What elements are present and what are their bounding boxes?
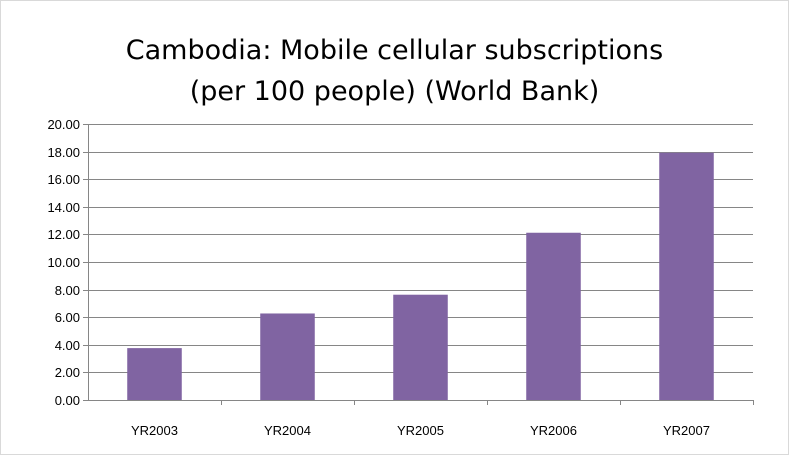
y-tick-label: 0.00 (55, 393, 80, 408)
y-tick-label: 10.00 (47, 255, 80, 270)
y-tick-label: 16.00 (47, 172, 80, 187)
chart-title-line-1: Cambodia: Mobile cellular subscriptions (125, 35, 664, 66)
y-tick-label: 18.00 (47, 145, 80, 160)
bar-yr2004 (260, 313, 315, 400)
bar-yr2005 (393, 294, 448, 400)
y-tick-label: 4.00 (55, 338, 80, 353)
y-tick-label: 8.00 (55, 283, 80, 298)
bar-yr2007 (659, 152, 714, 400)
bar-yr2006 (526, 232, 581, 400)
x-tick-label: YR2006 (530, 423, 577, 438)
y-tick-label: 2.00 (55, 365, 80, 380)
x-tick-label: YR2007 (663, 423, 710, 438)
y-tick-label: 12.00 (47, 227, 80, 242)
y-tick-label: 20.00 (47, 117, 80, 132)
x-tick-label: YR2003 (131, 423, 178, 438)
bar-yr2003 (127, 348, 182, 400)
chart-title-line-2: (per 100 people) (World Bank) (189, 76, 600, 107)
axes (83, 124, 754, 405)
y-tick-label: 14.00 (47, 200, 80, 215)
bars (127, 152, 714, 400)
x-tick-label: YR2005 (397, 423, 444, 438)
y-tick-label: 6.00 (55, 310, 80, 325)
tick-labels: 0.00 2.00 4.00 6.00 8.00 10.00 12.00 14.00 16.00… (47, 117, 710, 438)
x-tick-label: YR2004 (264, 423, 311, 438)
chart-title: Cambodia: Mobile cellular subscriptions … (0, 30, 789, 112)
